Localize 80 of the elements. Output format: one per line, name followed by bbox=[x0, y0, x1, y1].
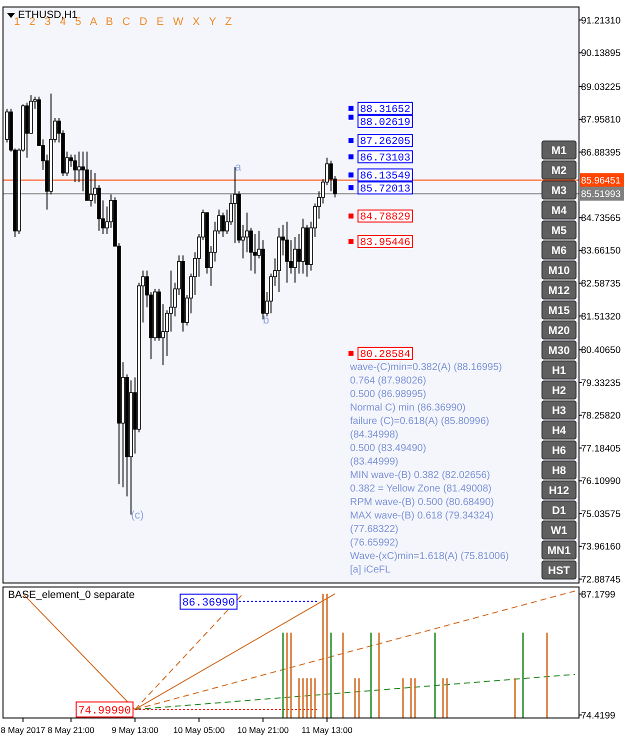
category-label: D1 bbox=[552, 504, 566, 517]
annotation: 0.764 (87.98026) bbox=[350, 376, 426, 386]
ref-line-label: 85.96451 bbox=[581, 175, 621, 186]
category-label: H12 bbox=[548, 484, 570, 497]
x-tick-label: 10 May 05:00 bbox=[173, 725, 226, 735]
data-label: 88.31652 bbox=[360, 104, 410, 116]
data-label: 80.28584 bbox=[360, 349, 410, 362]
category-label: H8 bbox=[552, 464, 566, 477]
annotation: MAX wave-(B) 0.618 (79.34324) bbox=[350, 510, 494, 522]
data-label: 86.13549 bbox=[360, 170, 410, 183]
annotation: failure (C)=0.618(A) (85.80996) bbox=[350, 416, 490, 427]
category-label: M4 bbox=[551, 204, 568, 217]
category-label: M12 bbox=[548, 284, 570, 297]
y-tick-label: 80.40650 bbox=[581, 345, 621, 356]
annotation: (77.68322) bbox=[350, 524, 398, 535]
x-tick-label: 8 May 2017 bbox=[0, 725, 46, 735]
category-label: H1 bbox=[552, 364, 566, 377]
annotation: RPM wave-(B) 0.500 (80.68490) bbox=[350, 497, 494, 508]
annotation: 0.382 = Yellow Zone (81.49008) bbox=[350, 484, 492, 494]
y-tick-label: 82.58735 bbox=[581, 278, 621, 290]
category-label: H3 bbox=[552, 404, 566, 417]
annotation: 0.500 (86.98995) bbox=[350, 389, 426, 400]
annotation: Wave-(xC)min=1.618(A) (75.81006) bbox=[350, 551, 509, 562]
category-label: M10 bbox=[548, 264, 570, 277]
data-label: 86.73103 bbox=[360, 152, 410, 164]
category-label: MN1 bbox=[547, 544, 571, 557]
y-tick-label: 89.03225 bbox=[581, 82, 621, 93]
category-label: M1 bbox=[551, 144, 567, 157]
annotation: (c) bbox=[131, 510, 144, 522]
y-tick-label: 73.96160 bbox=[581, 542, 621, 553]
y-tick-label: 87.95810 bbox=[581, 114, 621, 126]
annotation: (83.44999) bbox=[350, 456, 398, 468]
category-label: HST bbox=[548, 564, 570, 577]
y-tick-label: 78.25820 bbox=[581, 410, 621, 422]
annotation: wave-(C)min=0.382(A) (88.16995) bbox=[349, 362, 502, 373]
annotation: MIN wave-(B) 0.382 (82.02656) bbox=[350, 470, 490, 481]
category-label: H6 bbox=[552, 444, 566, 457]
annotation: a bbox=[235, 162, 242, 174]
y-tick-label: 76.10990 bbox=[581, 476, 621, 488]
data-label: 88.02619 bbox=[360, 117, 410, 130]
category-label: M5 bbox=[551, 224, 567, 237]
annotation: 74.99990 bbox=[78, 705, 132, 718]
y-tick-label: 79.33235 bbox=[581, 378, 621, 389]
data-label: 84.78829 bbox=[360, 212, 410, 224]
annotation: b bbox=[263, 314, 270, 326]
y-tick-label: 77.18405 bbox=[581, 443, 621, 454]
x-tick-label: 9 May 13:00 bbox=[112, 725, 159, 735]
category-label: M30 bbox=[548, 344, 570, 357]
annotation: [a] iCeFL bbox=[350, 564, 392, 576]
annotation: 86.36990 bbox=[182, 598, 236, 610]
y-tick-label: 86.88395 bbox=[581, 147, 621, 158]
ref-line-label: 85.51993 bbox=[581, 189, 621, 200]
data-label: 85.72013 bbox=[360, 184, 410, 196]
y-tick-label: 83.66150 bbox=[581, 246, 621, 257]
category-label: M15 bbox=[548, 304, 570, 317]
x-tick-label: 10 May 21:00 bbox=[237, 725, 290, 735]
annotation: 0.500 (83.49490) bbox=[350, 443, 426, 454]
category-label: H2 bbox=[552, 384, 566, 397]
data-label: 87.26205 bbox=[360, 136, 410, 148]
category-label: M3 bbox=[551, 184, 567, 197]
category-label: M20 bbox=[548, 324, 570, 337]
annotation: (84.34998) bbox=[350, 430, 398, 440]
y-tick-label: 90.13895 bbox=[581, 48, 621, 60]
x-tick-label: 11 May 13:00 bbox=[302, 725, 353, 735]
category-label: H4 bbox=[552, 424, 567, 437]
category-label: M2 bbox=[551, 164, 567, 177]
chart-title: BASE_element_0 separate bbox=[8, 589, 135, 601]
data-label: 83.95446 bbox=[360, 237, 410, 250]
annotation: Normal C) min (86.36990) bbox=[350, 402, 466, 414]
annotation: (76.65992) bbox=[350, 538, 398, 548]
category-label: M6 bbox=[551, 244, 567, 257]
y-tick-label: 84.73565 bbox=[581, 212, 621, 224]
y-tick-label: 75.03575 bbox=[581, 508, 621, 520]
x-tick-label: 8 May 21:00 bbox=[48, 725, 95, 735]
y-tick-label: 72.88745 bbox=[581, 574, 621, 586]
y-tick-label: 74.4199 bbox=[581, 710, 616, 722]
y-tick-label: 87.1799 bbox=[581, 589, 616, 600]
y-tick-label: 81.51320 bbox=[581, 311, 621, 322]
y-tick-label: 91.21310 bbox=[581, 15, 621, 26]
category-label: W1 bbox=[550, 524, 568, 537]
